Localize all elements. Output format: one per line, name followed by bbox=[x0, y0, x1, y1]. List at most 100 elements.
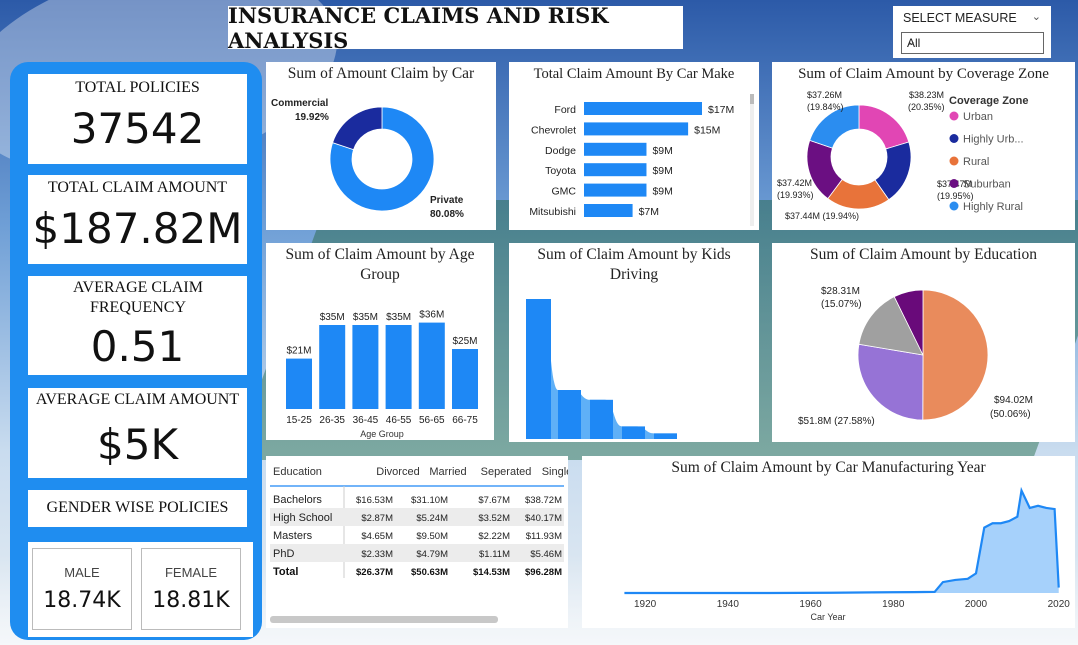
slicer-selected-value: All bbox=[907, 36, 921, 50]
coverage-legend-item: Highly Urb... bbox=[963, 134, 1024, 146]
coverage-zone-card[interactable]: Sum of Claim Amount by Coverage Zone Cov… bbox=[772, 62, 1075, 230]
matrix-cell: $2.22M bbox=[478, 531, 510, 542]
legend-marker bbox=[949, 111, 959, 121]
matrix-row-label: PhD bbox=[273, 548, 294, 560]
gender-policies-header: GENDER WISE POLICIES bbox=[28, 490, 247, 527]
car-make-bar bbox=[584, 122, 689, 136]
car-make-value-label: $17M bbox=[708, 104, 734, 116]
slicer-dropdown[interactable]: All ⌄ bbox=[901, 32, 1044, 54]
matrix-cell: $3.52M bbox=[478, 513, 510, 524]
legend-marker bbox=[949, 134, 959, 143]
coverage-legend-title: Coverage Zone bbox=[949, 95, 1028, 107]
education-card[interactable]: Sum of Claim Amount by Education $94.02M… bbox=[772, 243, 1075, 442]
age-value-label: $35M bbox=[320, 312, 345, 323]
female-value: 18.81K bbox=[152, 588, 230, 613]
kpi-panel: TOTAL POLICIES 37542 TOTAL CLAIM AMOUNT … bbox=[10, 62, 262, 640]
commercial-label: Commercial bbox=[271, 98, 328, 109]
scrollbar-thumb[interactable] bbox=[750, 94, 754, 104]
car-use-donut: Commercial 19.92% Private 80.08% bbox=[271, 98, 464, 220]
kids-bar bbox=[654, 433, 677, 439]
age-bar bbox=[352, 325, 379, 409]
car-use-donut-card[interactable]: Sum of Amount Claim by Car Commercial 19… bbox=[266, 62, 496, 230]
car-make-bar bbox=[584, 183, 647, 197]
kids-driving-card[interactable]: Sum of Claim Amount by Kids Driving bbox=[509, 243, 759, 442]
education-pie-chart: $94.02M (50.06%) $51.8M (27.58%) $28.31M… bbox=[798, 286, 1033, 427]
slice-masters bbox=[858, 296, 924, 356]
age-bar bbox=[452, 349, 478, 409]
year-area bbox=[624, 490, 1059, 593]
year-line bbox=[624, 486, 1060, 595]
car-make-card[interactable]: Total Claim Amount By Car Make Ford $17M C… bbox=[509, 62, 759, 230]
coverage-data-label: $38.23M bbox=[909, 90, 944, 100]
avg-amount-value: $5K bbox=[97, 420, 178, 469]
car-year-card[interactable]: Sum of Claim Amount by Car Manufacturing… bbox=[582, 456, 1075, 628]
matrix-cell: $7.67M bbox=[478, 495, 510, 506]
matrix-header-cell: Single bbox=[542, 466, 568, 478]
education-title: Sum of Claim Amount by Education bbox=[810, 246, 1037, 263]
car-make-category: GMC bbox=[552, 186, 577, 198]
age-group-card[interactable]: Sum of Claim Amount by Age Group Age Gro… bbox=[266, 243, 494, 440]
matrix-row-label: Masters bbox=[273, 530, 313, 542]
education-matrix[interactable]: Education Divorced Married Seperated Single B… bbox=[266, 456, 568, 628]
car-use-title: Sum of Amount Claim by Car bbox=[287, 65, 475, 82]
coverage-data-label: (19.93%) bbox=[777, 190, 814, 200]
legend-marker bbox=[949, 179, 959, 188]
chevron-down-icon[interactable]: ⌄ bbox=[1031, 10, 1041, 23]
coverage-legend-item: Suburban bbox=[963, 179, 1011, 191]
matrix-cell: $11.93M bbox=[526, 531, 562, 542]
slice-phd bbox=[893, 289, 924, 356]
matrix-cell: $2.87M bbox=[361, 513, 393, 524]
year-tick-label: 1920 bbox=[634, 599, 657, 610]
matrix-cell: $2.33M bbox=[361, 549, 393, 560]
car-make-category: Toyota bbox=[545, 165, 576, 177]
kids-driving-title: Sum of Claim Amount by Kids Driving bbox=[537, 246, 731, 283]
edu-label-bachelors-pct: (50.06%) bbox=[990, 409, 1031, 420]
year-tick-label: 1960 bbox=[799, 599, 822, 610]
car-make-category: Ford bbox=[554, 104, 576, 116]
age-bar bbox=[385, 325, 412, 409]
total-claim-card: TOTAL CLAIM AMOUNT $187.82M bbox=[28, 175, 247, 264]
matrix-total-cell: $50.63M bbox=[411, 567, 448, 578]
matrix-cell: $1.11M bbox=[479, 549, 510, 560]
legend-marker bbox=[949, 201, 959, 211]
coverage-data-label: $37.42M bbox=[777, 178, 812, 188]
slice-high-school bbox=[857, 343, 924, 421]
matrix-total-cell: $14.53M bbox=[473, 567, 510, 578]
car-make-value-label: $9M bbox=[652, 186, 672, 198]
avg-frequency-value: 0.51 bbox=[90, 322, 185, 371]
scrollbar-track[interactable] bbox=[750, 94, 754, 226]
horizontal-scrollbar[interactable] bbox=[270, 616, 498, 623]
private-pct: 80.08% bbox=[430, 209, 464, 220]
age-tick-label: 66-75 bbox=[452, 415, 478, 426]
coverage-data-label: (19.84%) bbox=[807, 102, 844, 112]
male-card: MALE 18.74K bbox=[32, 548, 132, 630]
measure-slicer[interactable]: SELECT MEASURE ⌄ All ⌄ bbox=[893, 6, 1051, 58]
coverage-legend-item: Highly Rural bbox=[963, 201, 1023, 213]
matrix-cell: $40.17M bbox=[525, 513, 562, 524]
avg-frequency-card: AVERAGE CLAIM FREQUENCY 0.51 bbox=[28, 276, 247, 375]
gender-box: MALE 18.74K FEMALE 18.81K bbox=[28, 542, 253, 637]
age-value-label: $25M bbox=[452, 336, 477, 347]
total-policies-value: 37542 bbox=[70, 104, 205, 153]
matrix-header-cell: Seperated bbox=[481, 466, 532, 478]
kids-bar bbox=[526, 299, 551, 439]
edu-label-highschool: $51.8M (27.58%) bbox=[798, 416, 875, 427]
age-value-label: $35M bbox=[386, 312, 411, 323]
car-make-bar bbox=[584, 163, 647, 177]
car-make-category: Chevrolet bbox=[531, 124, 576, 136]
edu-label-masters: $28.31M bbox=[821, 286, 860, 297]
matrix-row-stripe bbox=[270, 544, 564, 562]
car-make-bar bbox=[584, 102, 702, 115]
slice-bachelors bbox=[922, 289, 989, 421]
age-tick-label: 15-25 bbox=[286, 415, 312, 426]
coverage-legend-item: Urban bbox=[963, 111, 993, 123]
dashboard-title: INSURANCE CLAIMS AND RISK ANALYSIS bbox=[228, 2, 609, 53]
coverage-zone-title: Sum of Claim Amount by Coverage Zone bbox=[798, 66, 1049, 82]
car-make-bar bbox=[584, 204, 633, 217]
age-value-label: $36M bbox=[419, 310, 444, 321]
chevron-down-icon[interactable]: ⌄ bbox=[907, 36, 917, 48]
year-tick-label: 2000 bbox=[965, 599, 988, 610]
coverage-data-label: $37.44M (19.94%) bbox=[785, 211, 859, 221]
car-make-category: Mitsubishi bbox=[529, 206, 576, 218]
kids-bar bbox=[590, 399, 613, 439]
